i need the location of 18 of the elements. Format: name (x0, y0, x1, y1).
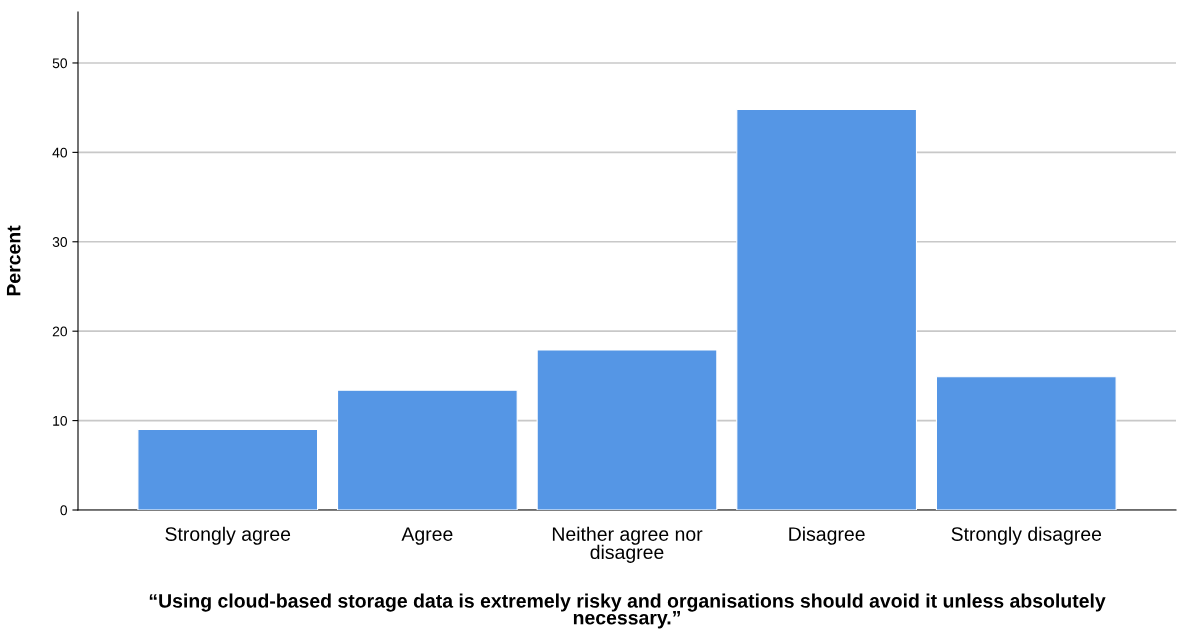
bar (935, 376, 1117, 510)
x-tick-label: Agree (401, 527, 453, 545)
x-tick-label: Disagree (789, 526, 865, 545)
bar (137, 428, 319, 510)
bar (736, 108, 918, 510)
x-axis-title: “Using cloud-based storage data is extremely risky and organisations should avoid it unless absolutely necessary.” (149, 593, 1106, 629)
y-tick-label: 30 (52, 237, 68, 247)
y-axis-title: Percent (6, 225, 21, 296)
x-tick-label: Strongly agree (165, 526, 291, 545)
y-tick-label: 40 (52, 147, 68, 158)
x-tick-label: Strongly disagree (951, 526, 1102, 545)
y-tick-label: 10 (53, 415, 68, 426)
bar (536, 349, 718, 510)
y-tick-label: 0 (60, 505, 68, 516)
x-tick-label: Neither agree nor disagree (552, 526, 703, 563)
y-tick-label: 20 (52, 326, 68, 337)
y-tick-label: 50 (52, 58, 68, 69)
bar (336, 389, 518, 510)
